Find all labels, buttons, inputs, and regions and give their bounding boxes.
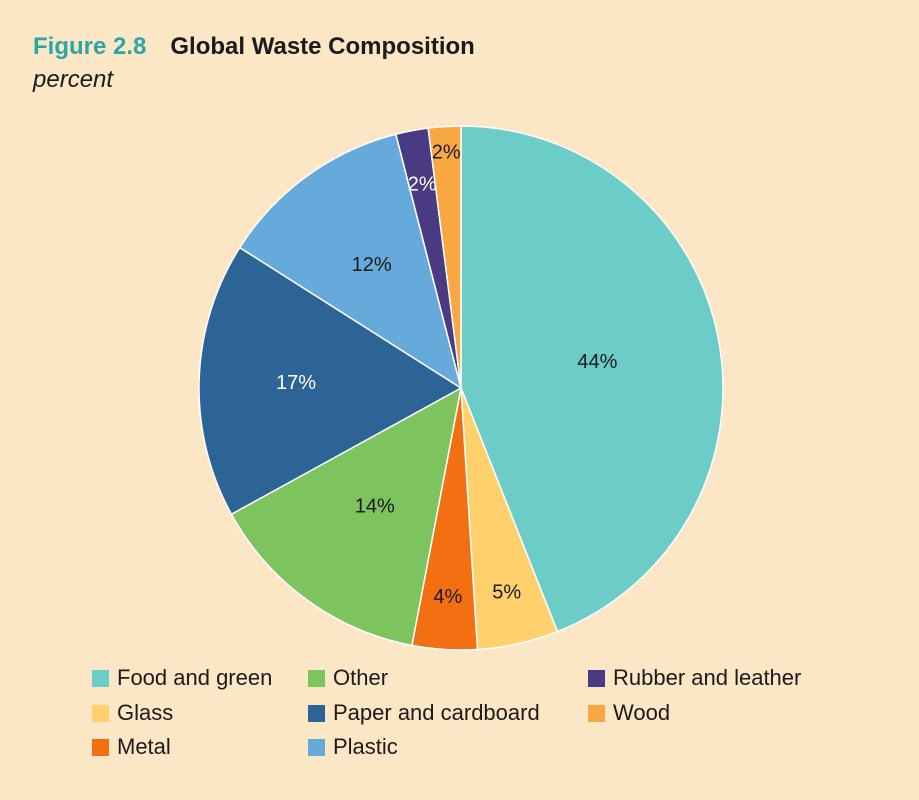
- pie-slice-paper-and-cardboard: [198, 246, 463, 516]
- legend-label-plastic: Plastic: [333, 734, 398, 759]
- slice-label-food-and-green: 44%: [577, 351, 617, 373]
- chart-subtitle: percent: [33, 66, 114, 93]
- chart-title: Global Waste Composition: [170, 33, 475, 60]
- legend-item-other: Other: [308, 665, 388, 691]
- legend-label-wood: Wood: [613, 700, 671, 725]
- legend-item-wood: Wood: [588, 700, 670, 726]
- legend-swatch-metal: [92, 738, 109, 756]
- figure-number: Figure 2.8: [33, 33, 147, 60]
- legend-label-metal: Metal: [117, 734, 171, 759]
- pie-slice-wood: [427, 125, 462, 389]
- legend-item-plastic: Plastic: [308, 734, 398, 760]
- legend-swatch-wood: [588, 704, 605, 722]
- slice-label-rubber-and-leather: 2%: [408, 174, 437, 196]
- figure-header: Figure 2.8 Global Waste Composition: [33, 33, 475, 61]
- pie-slice-other: [230, 386, 463, 647]
- legend-label-rubber-and-leather: Rubber and leather: [613, 665, 802, 690]
- legend-item-metal: Metal: [92, 734, 171, 760]
- legend-item-food-and-green: Food and green: [92, 665, 272, 691]
- legend-swatch-rubber-and-leather: [588, 669, 605, 687]
- legend-item-rubber-and-leather: Rubber and leather: [588, 665, 801, 691]
- slice-label-glass: 5%: [492, 582, 521, 604]
- legend-swatch-paper-and-cardboard: [308, 704, 325, 722]
- legend-swatch-glass: [92, 704, 109, 722]
- legend-item-glass: Glass: [92, 700, 173, 726]
- legend-swatch-other: [308, 669, 325, 687]
- legend-label-glass: Glass: [117, 700, 174, 725]
- slice-label-metal: 4%: [433, 586, 462, 608]
- legend-label-food-and-green: Food and green: [117, 665, 273, 690]
- legend-label-other: Other: [333, 665, 389, 690]
- legend-swatch-plastic: [308, 738, 325, 756]
- pie-slice-food-and-green: [460, 125, 724, 633]
- legend-item-paper-and-cardboard: Paper and cardboard: [308, 700, 540, 726]
- slice-label-plastic: 12%: [352, 254, 392, 276]
- legend-swatch-food-and-green: [92, 669, 109, 687]
- slice-label-wood: 2%: [432, 142, 461, 164]
- slice-label-other: 14%: [355, 496, 395, 518]
- slice-label-paper-and-cardboard: 17%: [276, 372, 316, 394]
- pie-slice-plastic: [238, 133, 463, 390]
- legend-label-paper-and-cardboard: Paper and cardboard: [333, 700, 540, 725]
